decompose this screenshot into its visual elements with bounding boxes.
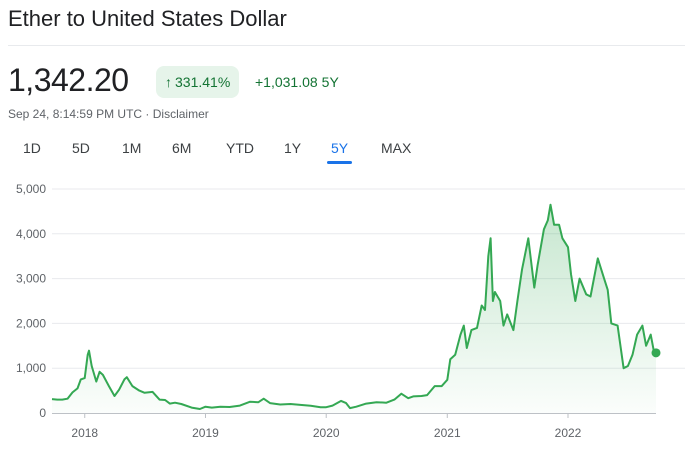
tab-max[interactable]: MAX: [381, 140, 412, 156]
tab-ytd[interactable]: YTD: [226, 140, 254, 156]
tab-1m[interactable]: 1M: [122, 140, 142, 156]
x-axis-labels: 2018 2019 2020 2021 2022: [71, 413, 582, 440]
price-timestamp-line: Sep 24, 8:14:59 PM UTC · Disclaimer: [8, 107, 209, 121]
timestamp: Sep 24, 8:14:59 PM UTC: [8, 107, 143, 121]
x-tick-label: 2022: [555, 426, 582, 440]
last-price-marker: [651, 348, 661, 358]
y-tick-label: 1,000: [16, 361, 46, 375]
x-tick-label: 2021: [434, 426, 461, 440]
x-tick-label: 2018: [71, 426, 98, 440]
separator-dot: ·: [142, 107, 153, 121]
tab-5d[interactable]: 5D: [72, 140, 90, 156]
time-range-tabs: 1D 5D 1M 6M YTD 1Y 5Y MAX: [0, 140, 440, 164]
current-price: 1,342.20: [8, 62, 129, 98]
arrow-up-icon: ↑: [165, 74, 172, 90]
active-tab-indicator: [327, 161, 352, 164]
tab-5y[interactable]: 5Y: [331, 140, 349, 156]
tab-6m[interactable]: 6M: [172, 140, 192, 156]
x-tick-label: 2019: [192, 426, 219, 440]
x-tick-label: 2020: [313, 426, 340, 440]
absolute-change-value: +1,031.08: [255, 74, 318, 90]
y-tick-label: 0: [39, 406, 46, 420]
tab-1d[interactable]: 1D: [23, 140, 41, 156]
change-period: 5Y: [321, 74, 339, 90]
series-area-fill: [52, 204, 656, 413]
percent-change-badge: ↑ 331.41%: [156, 66, 240, 98]
y-tick-label: 5,000: [16, 182, 46, 196]
y-tick-label: 3,000: [16, 272, 46, 286]
page-title: Ether to United States Dollar: [8, 6, 287, 31]
disclaimer-link[interactable]: Disclaimer: [152, 107, 209, 121]
y-axis-labels: 5,000 4,000 3,000 2,000 1,000 0: [16, 182, 46, 420]
percent-change-value: 331.41%: [175, 74, 231, 90]
y-tick-label: 4,000: [16, 227, 46, 241]
absolute-change: +1,031.08 5Y: [255, 74, 343, 90]
y-tick-label: 2,000: [16, 316, 46, 330]
header-divider: [8, 45, 685, 46]
tab-1y[interactable]: 1Y: [284, 140, 302, 156]
series-line: [51, 203, 657, 410]
